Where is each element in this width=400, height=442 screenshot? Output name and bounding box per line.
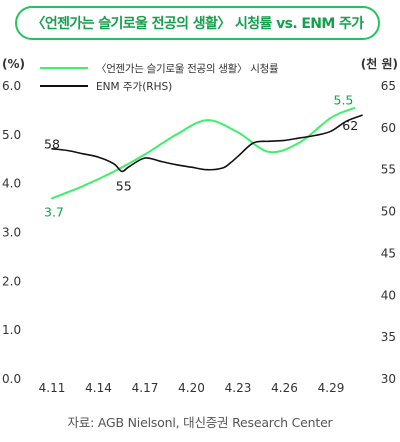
x-tick-label: 4.23 — [225, 381, 252, 395]
source-note: 자료: AGB Nielsonl, 대신증권 Research Center — [67, 415, 333, 430]
left-tick-label: 0.0 — [2, 372, 21, 386]
right-tick-label: 35 — [381, 330, 396, 344]
right-tick-label: 30 — [381, 372, 396, 386]
right-tick-label: 65 — [381, 79, 396, 93]
ratings-data-label: 3.7 — [44, 204, 64, 219]
legend-label-ratings: 〈언젠가는 슬기로울 전공의 생활〉 시청률 — [96, 62, 279, 75]
right-tick-label: 50 — [381, 205, 396, 219]
ratings-series-line — [51, 107, 356, 200]
left-tick-label: 5.0 — [2, 128, 21, 142]
stock-data-label: 55 — [116, 179, 132, 194]
x-tick-label: 4.26 — [271, 381, 298, 395]
right-tick-label: 45 — [381, 246, 396, 260]
x-tick-label: 4.20 — [178, 381, 205, 395]
right-tick-label: 40 — [381, 288, 396, 302]
stock-data-label: 62 — [342, 118, 358, 133]
x-tick-label: 4.14 — [85, 381, 112, 395]
stock-data-label: 58 — [44, 137, 60, 152]
left-tick-label: 1.0 — [2, 323, 21, 337]
x-tick-label: 4.11 — [39, 381, 66, 395]
right-axis-unit: (천 원) — [361, 56, 398, 71]
x-tick-label: 4.29 — [318, 381, 345, 395]
right-tick-label: 55 — [381, 163, 396, 177]
x-tick-label: 4.17 — [132, 381, 159, 395]
left-tick-label: 4.0 — [2, 177, 21, 191]
ratings-data-label: 5.5 — [334, 92, 354, 107]
left-axis-unit: (%) — [2, 57, 25, 71]
left-tick-label: 2.0 — [2, 274, 21, 288]
right-tick-label: 60 — [381, 121, 396, 135]
stock-series-line — [51, 114, 363, 173]
legend-label-stock: ENM 주가(RHS) — [96, 81, 172, 93]
chart-title: 〈언젠가는 슬기로울 전공의 생활〉 시청률 vs. ENM 주가 — [15, 6, 380, 40]
left-tick-label: 3.0 — [2, 226, 21, 240]
left-tick-label: 6.0 — [2, 79, 21, 93]
